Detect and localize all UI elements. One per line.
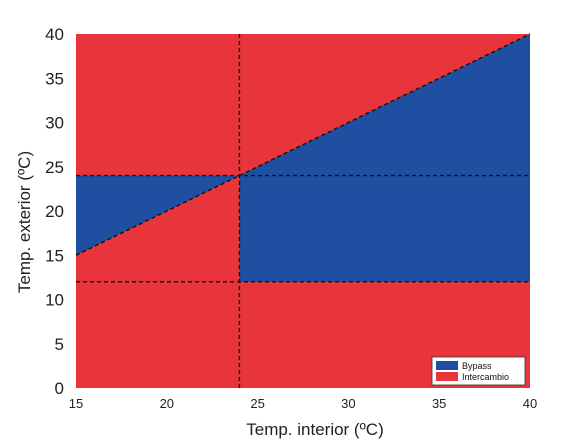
legend-swatch <box>436 372 458 381</box>
y-tick-label: 35 <box>45 69 64 88</box>
x-tick-label: 30 <box>341 396 355 411</box>
plot-area <box>75 33 531 388</box>
y-tick-label: 25 <box>45 158 64 177</box>
y-axis-title: Temp. exterior (ºC) <box>15 151 34 293</box>
legend-swatch <box>436 361 458 370</box>
x-tick-label: 35 <box>432 396 446 411</box>
x-tick-label: 15 <box>69 396 83 411</box>
y-tick-label: 15 <box>45 246 64 265</box>
x-tick-label: 40 <box>523 396 537 411</box>
x-tick-label: 20 <box>160 396 174 411</box>
y-tick-label: 20 <box>45 202 64 221</box>
x-axis-title: Temp. interior (ºC) <box>246 420 384 439</box>
region-bypass <box>76 34 530 282</box>
y-tick-label: 40 <box>45 25 64 44</box>
legend-label: Bypass <box>462 361 492 371</box>
y-tick-label: 5 <box>55 335 64 354</box>
y-tick-label: 0 <box>55 379 64 398</box>
y-tick-label: 10 <box>45 291 64 310</box>
x-tick-label: 25 <box>250 396 264 411</box>
legend-label: Intercambio <box>462 372 509 382</box>
reference-line-diagonal-0 <box>75 33 531 256</box>
y-tick-label: 30 <box>45 114 64 133</box>
y-axis: 0 5 10 15 20 25 30 35 40 <box>45 25 64 398</box>
x-axis: 15 20 25 30 35 40 <box>69 396 537 411</box>
